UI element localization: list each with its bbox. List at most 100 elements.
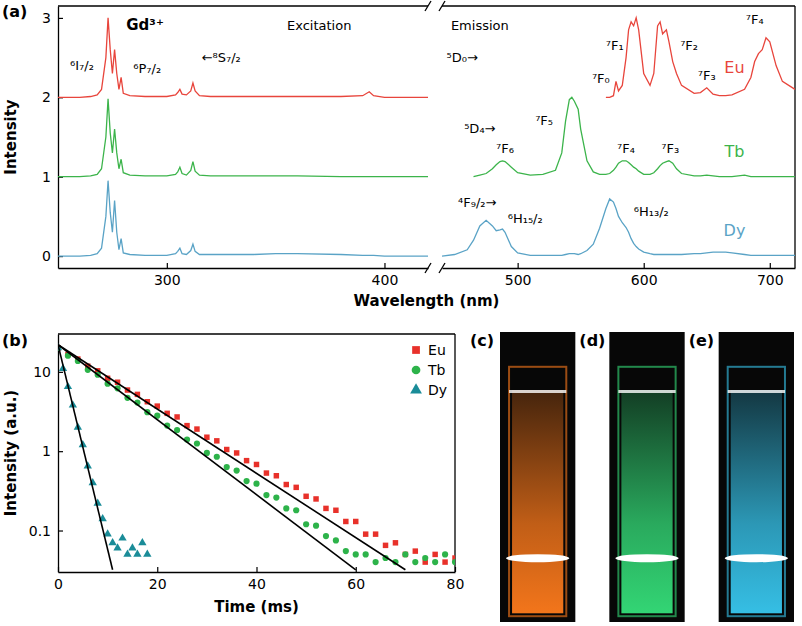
annotation: ←⁸S₇/₂ bbox=[202, 50, 241, 65]
axis-break bbox=[425, 263, 431, 273]
x-axis-title: Time (ms) bbox=[214, 598, 299, 616]
data-point bbox=[432, 559, 438, 565]
cuvette-glow bbox=[512, 390, 563, 613]
panel-label: (d) bbox=[579, 331, 605, 350]
data-point bbox=[243, 478, 249, 484]
data-point bbox=[293, 507, 299, 513]
frame-top bbox=[58, 5, 428, 6]
axis: 500 600 700 bbox=[443, 263, 796, 288]
data-point bbox=[343, 519, 348, 524]
panel-label: (a) bbox=[2, 2, 27, 21]
annotation: Emission bbox=[451, 18, 509, 33]
axis-break bbox=[425, 1, 431, 11]
data-point bbox=[353, 551, 359, 557]
data-point bbox=[283, 505, 289, 511]
tick-label: 60 bbox=[347, 576, 365, 592]
tick: 1 bbox=[42, 443, 63, 459]
tick: 60 bbox=[347, 567, 365, 592]
tick-label: 600 bbox=[631, 272, 658, 288]
legend-marker bbox=[410, 383, 422, 393]
annotation: ⁷F₃ bbox=[661, 141, 679, 156]
figure-root: 3004005006007000123EuTbDyGd³⁺⁶I₇/₂⁶P₇/₂←… bbox=[0, 0, 802, 626]
cuvette-glow bbox=[731, 390, 782, 613]
data-point bbox=[234, 467, 240, 473]
tick-label: 0.1 bbox=[29, 522, 51, 538]
data-point bbox=[353, 519, 358, 524]
axis: 300 400 bbox=[59, 263, 429, 288]
annotation: ⁴F₉/₂→ bbox=[458, 195, 496, 210]
data-point bbox=[244, 458, 249, 463]
annotation: ⁷F₁ bbox=[606, 38, 624, 53]
fit-line bbox=[58, 345, 113, 570]
legend-marker bbox=[412, 346, 420, 354]
tick-label: 20 bbox=[149, 576, 167, 592]
data-point bbox=[323, 506, 328, 511]
axis-line bbox=[59, 572, 456, 573]
panel-label: (c) bbox=[470, 331, 494, 350]
annotation: ⁵D₄→ bbox=[464, 121, 495, 136]
tick-label: 80 bbox=[447, 576, 465, 592]
cuvette-wall bbox=[728, 367, 785, 616]
tick: 300 bbox=[154, 263, 181, 288]
excitation-beam bbox=[725, 554, 788, 562]
photo-panel: (d) bbox=[579, 331, 684, 622]
spectrum-line bbox=[606, 18, 795, 97]
axis: 020406080 bbox=[54, 567, 464, 592]
axis-break bbox=[439, 1, 445, 11]
tick-label: 10 bbox=[33, 364, 51, 380]
data-point bbox=[273, 495, 279, 501]
y-axis-title: Intensity (a.u.) bbox=[2, 390, 20, 516]
tick-label: 700 bbox=[757, 272, 784, 288]
annotation: Gd³⁺ bbox=[126, 16, 164, 34]
tick-label: 500 bbox=[505, 272, 532, 288]
panel-a: 3004005006007000123EuTbDyGd³⁺⁶I₇/₂⁶P₇/₂←… bbox=[2, 1, 796, 310]
photo-panel: (e) bbox=[689, 331, 794, 622]
excitation-beam bbox=[506, 554, 569, 562]
tick-label: 400 bbox=[372, 272, 399, 288]
cuvette-wall bbox=[618, 367, 675, 616]
legend-entry: Tb bbox=[412, 362, 446, 378]
photo-background bbox=[500, 332, 575, 622]
series-label: Eu bbox=[724, 58, 744, 77]
tick-label: 3 bbox=[42, 10, 51, 26]
data-point bbox=[293, 485, 298, 490]
photo-background bbox=[609, 332, 684, 622]
data-point bbox=[133, 550, 141, 557]
data-point bbox=[194, 426, 199, 431]
data-point bbox=[373, 559, 379, 565]
data-point bbox=[363, 531, 368, 536]
spectrum-line bbox=[474, 97, 795, 176]
data-point bbox=[194, 440, 200, 446]
legend-label: Dy bbox=[428, 382, 447, 398]
tick-mark bbox=[770, 263, 771, 268]
data-point bbox=[422, 555, 428, 561]
annotation: ⁷F₅ bbox=[535, 113, 553, 128]
legend-entry: Dy bbox=[410, 382, 447, 398]
tick-mark bbox=[167, 263, 168, 268]
legend-marker bbox=[412, 366, 421, 375]
annotation: ⁷F₄ bbox=[617, 141, 635, 156]
annotation: ⁷F₂ bbox=[680, 38, 698, 53]
tick: 3 bbox=[42, 10, 63, 26]
frame-top bbox=[58, 333, 455, 334]
data-point bbox=[412, 559, 418, 565]
tick-mark bbox=[256, 567, 257, 572]
tick-mark bbox=[58, 18, 63, 19]
tick-label: 1 bbox=[42, 443, 51, 459]
data-point bbox=[138, 538, 146, 545]
data-point bbox=[333, 508, 338, 513]
tick-label: 2 bbox=[42, 89, 51, 105]
data-point bbox=[303, 494, 308, 499]
spectrum-line bbox=[58, 99, 428, 177]
photo-background bbox=[719, 332, 794, 622]
annotation: ⁷F₀ bbox=[592, 71, 610, 86]
data-point bbox=[432, 552, 437, 557]
annotation: ⁷F₄ bbox=[746, 12, 764, 27]
y-axis-title: Intensity bbox=[2, 99, 20, 175]
panel-label: (b) bbox=[2, 331, 28, 350]
legend-label: Tb bbox=[427, 362, 446, 378]
tick-mark bbox=[58, 451, 63, 452]
data-point bbox=[333, 537, 339, 543]
data-point bbox=[274, 473, 279, 478]
x-axis-title: Wavelength (nm) bbox=[354, 292, 500, 310]
